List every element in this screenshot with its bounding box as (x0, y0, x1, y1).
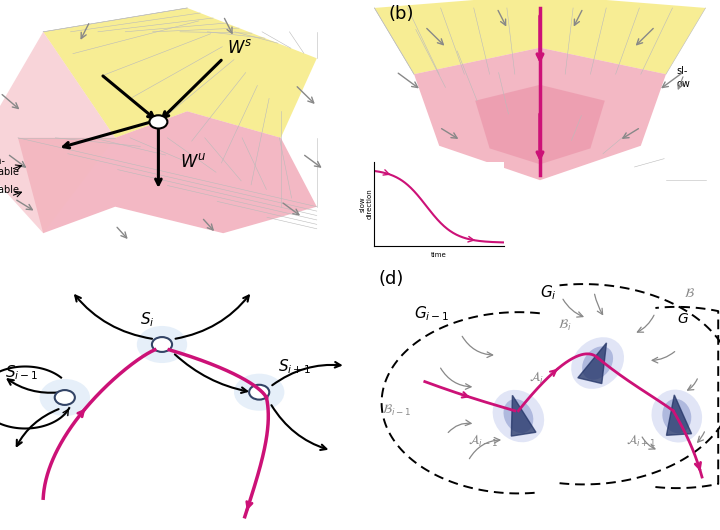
Text: stable: stable (0, 167, 19, 177)
Text: (b): (b) (389, 5, 414, 23)
Polygon shape (511, 395, 536, 436)
X-axis label: time: time (431, 252, 447, 258)
Text: sl-: sl- (677, 66, 688, 76)
Text: $G_i$: $G_i$ (540, 283, 557, 302)
Ellipse shape (582, 346, 613, 380)
Circle shape (55, 390, 75, 405)
Text: $G_{i-1}$: $G_{i-1}$ (414, 304, 449, 323)
Polygon shape (43, 8, 317, 138)
Text: ow: ow (677, 80, 690, 90)
Polygon shape (578, 343, 606, 384)
Ellipse shape (571, 337, 624, 389)
Text: $W^u$: $W^u$ (180, 153, 207, 171)
Polygon shape (667, 395, 691, 435)
Polygon shape (18, 111, 317, 233)
Text: $\mathcal{B}_i$: $\mathcal{B}_i$ (558, 317, 572, 333)
Circle shape (249, 385, 269, 400)
Circle shape (150, 115, 167, 128)
Ellipse shape (503, 399, 534, 433)
Text: $\mathcal{A}_{i+1}$: $\mathcal{A}_{i+1}$ (626, 433, 657, 449)
Text: un-: un- (0, 156, 5, 166)
Text: $G$: $G$ (677, 312, 689, 326)
Ellipse shape (652, 390, 702, 443)
Polygon shape (414, 48, 666, 180)
Circle shape (234, 374, 284, 411)
Polygon shape (475, 85, 605, 164)
Polygon shape (0, 32, 115, 233)
Text: $S_{i-1}$: $S_{i-1}$ (5, 363, 38, 382)
Text: $\mathcal{B}$: $\mathcal{B}$ (684, 287, 695, 300)
Text: $W^s$: $W^s$ (227, 39, 252, 57)
Y-axis label: slow
direction: slow direction (360, 189, 373, 219)
Polygon shape (374, 0, 706, 74)
Circle shape (152, 337, 172, 352)
Ellipse shape (662, 399, 691, 433)
Text: $\mathcal{B}_{i-1}$: $\mathcal{B}_{i-1}$ (382, 402, 410, 418)
Text: (d): (d) (378, 270, 403, 288)
Ellipse shape (492, 390, 544, 442)
Text: $\mathcal{A}_i$: $\mathcal{A}_i$ (529, 369, 544, 386)
Text: $S_{i+1}$: $S_{i+1}$ (279, 358, 312, 376)
Circle shape (40, 379, 90, 416)
Text: stable: stable (0, 186, 19, 196)
Text: $\mathcal{A}_{i-1}$: $\mathcal{A}_{i-1}$ (468, 433, 499, 449)
Circle shape (137, 326, 187, 363)
Text: $S_i$: $S_i$ (140, 310, 155, 329)
